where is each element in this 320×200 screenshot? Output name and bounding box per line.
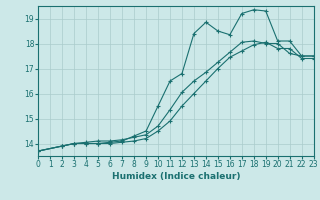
X-axis label: Humidex (Indice chaleur): Humidex (Indice chaleur)	[112, 172, 240, 181]
